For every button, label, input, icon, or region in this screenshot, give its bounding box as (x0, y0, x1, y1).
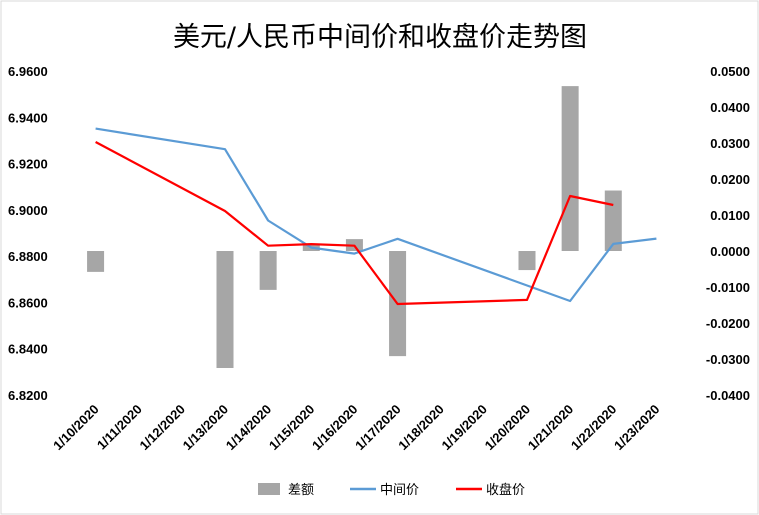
right-axis-tick-label: -0.0100 (706, 280, 750, 295)
left-axis-tick-label: 6.9200 (8, 157, 48, 172)
legend-swatch-bar (258, 483, 280, 495)
right-axis-tick-label: -0.0300 (706, 352, 750, 367)
bar-diff (604, 190, 622, 251)
left-axis-tick-label: 6.9600 (8, 64, 48, 79)
left-axis-tick-label: 6.8400 (8, 342, 48, 357)
bar-diff (561, 86, 579, 252)
legend-label: 收盘价 (486, 482, 525, 498)
bar-diff (87, 251, 105, 272)
right-axis-tick-label: -0.0400 (706, 388, 750, 403)
bar-diff (216, 251, 234, 368)
left-axis-tick-label: 6.8200 (8, 388, 48, 403)
bar-diff (259, 251, 277, 290)
right-axis-tick-label: 0.0100 (710, 208, 750, 223)
right-axis-tick-label: 0.0500 (710, 64, 750, 79)
right-axis-tick-label: 0.0200 (710, 172, 750, 187)
line-mid-price (95, 127, 657, 303)
chart-title: 美元/人民币中间价和收盘价走势图 (173, 22, 587, 53)
line-close-price (95, 141, 614, 306)
left-axis-tick-label: 6.9000 (8, 203, 48, 218)
legend-label: 差额 (288, 483, 314, 498)
right-axis-tick-label: 0.0000 (710, 244, 750, 259)
bar-diff (518, 251, 536, 271)
left-axis-tick-label: 6.8800 (8, 249, 48, 264)
legend-label: 中间价 (380, 483, 419, 498)
left-axis-tick-label: 6.8600 (8, 295, 48, 310)
right-axis-tick-label: -0.0200 (706, 316, 750, 331)
left-axis-tick-label: 6.9400 (8, 110, 48, 125)
right-axis-tick-label: 0.0300 (710, 136, 750, 151)
right-axis-tick-label: 0.0400 (710, 100, 750, 115)
